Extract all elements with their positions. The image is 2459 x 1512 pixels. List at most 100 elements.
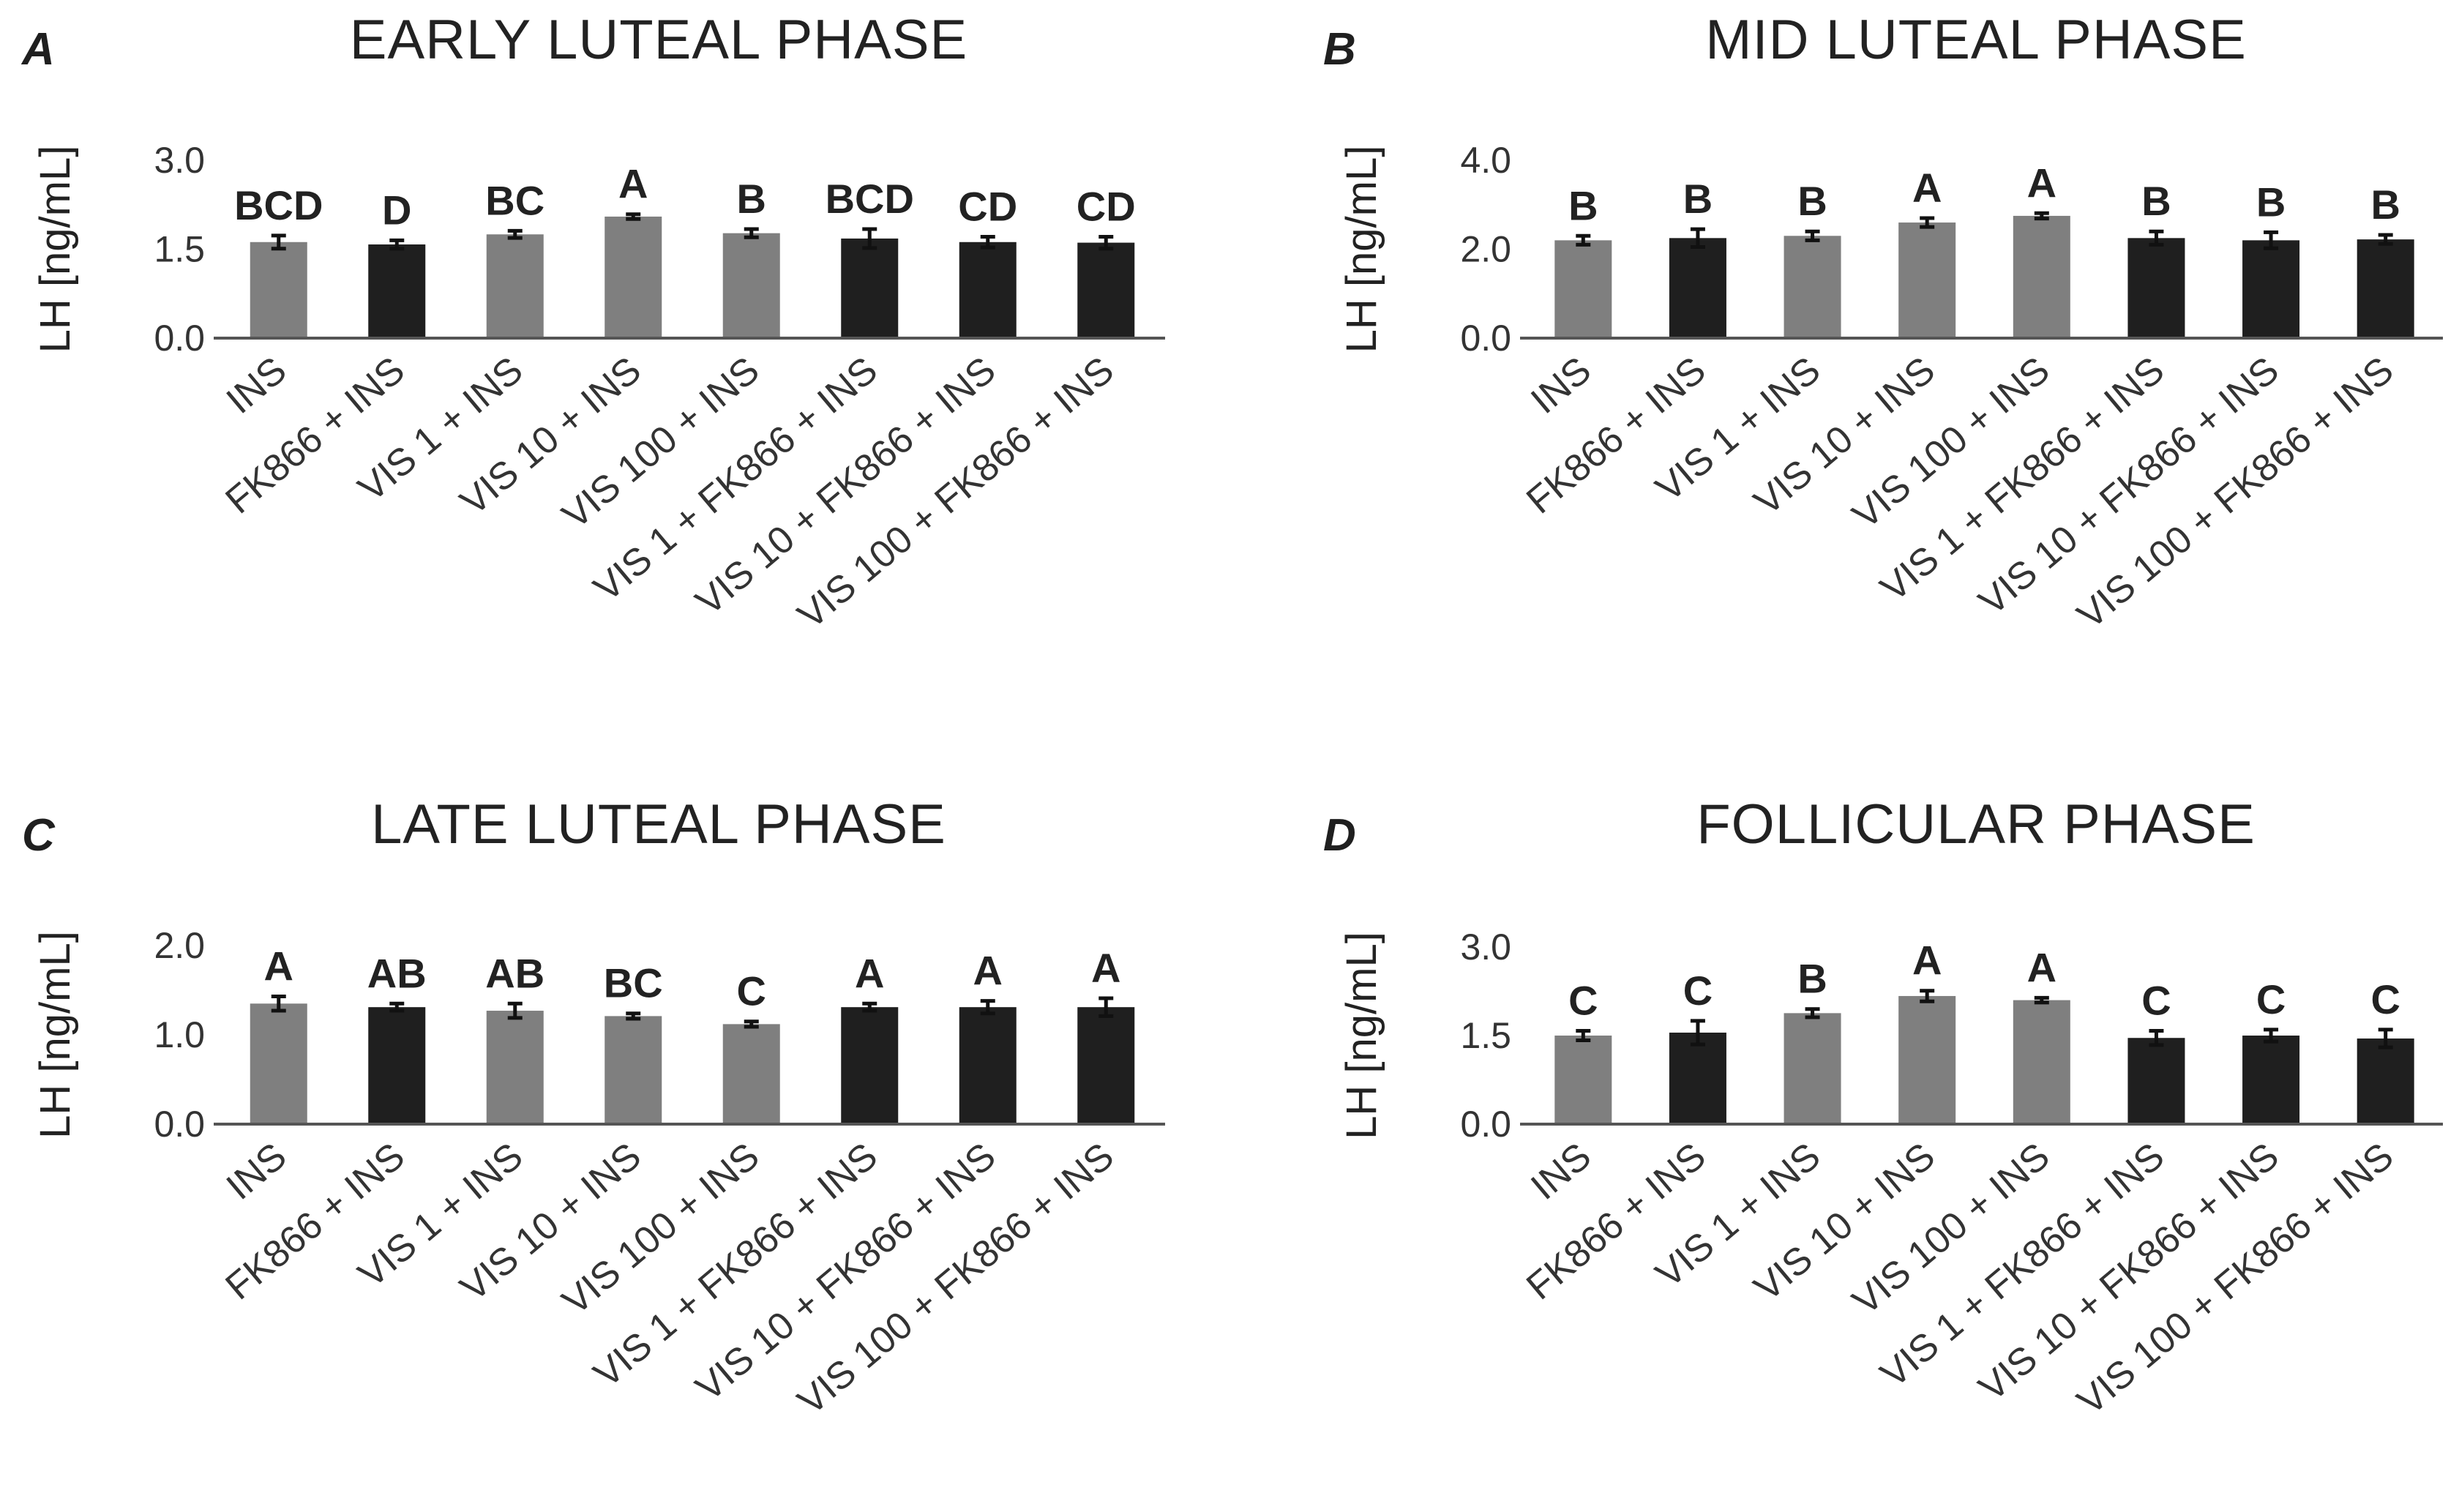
y-tick-label: 1.5 bbox=[154, 229, 205, 270]
bar bbox=[368, 244, 426, 338]
significance-label: A bbox=[1091, 945, 1120, 991]
panel-letter: D bbox=[1323, 810, 1356, 861]
y-axis-label: LH [ng/mL] bbox=[1338, 146, 1385, 353]
significance-label: CD bbox=[1077, 183, 1136, 229]
bar bbox=[841, 238, 899, 338]
chart-panel-d: D FOLLICULAR PHASE LH [ng/mL] 0.0 1.5 3.0 C INS… bbox=[1323, 793, 2443, 1423]
y-tick-label: 1.0 bbox=[154, 1014, 205, 1055]
bar bbox=[250, 242, 307, 338]
y-tick-label: 1.5 bbox=[1460, 1015, 1511, 1056]
significance-label: BCD bbox=[826, 176, 914, 222]
y-tick-label: 0.0 bbox=[1460, 318, 1511, 359]
significance-label: A bbox=[264, 943, 293, 989]
y-axis-label: LH [ng/mL] bbox=[31, 146, 79, 353]
bar bbox=[250, 1003, 307, 1124]
x-tick-label: INS bbox=[1523, 1135, 1599, 1208]
chart-panel-b: B MID LUTEAL PHASE LH [ng/mL] 0.0 2.0 4.0 B INS… bbox=[1323, 9, 2443, 637]
x-tick-label: INS bbox=[219, 349, 295, 422]
significance-label: B bbox=[1797, 178, 1827, 224]
bar bbox=[1669, 238, 1726, 338]
significance-label: A bbox=[855, 950, 884, 996]
y-tick-label: 4.0 bbox=[1460, 140, 1511, 181]
x-tick-label: VIS 100 + INS bbox=[555, 1135, 768, 1323]
y-axis-label: LH [ng/mL] bbox=[31, 931, 79, 1139]
bar bbox=[486, 1011, 544, 1124]
y-tick-label: 2.0 bbox=[1460, 229, 1511, 270]
chart-panel-c: C LATE LUTEAL PHASE LH [ng/mL] 0.0 1.0 2.0 A IN… bbox=[22, 793, 1165, 1423]
significance-label: C bbox=[2256, 976, 2286, 1022]
bar bbox=[1784, 236, 1841, 338]
panel-letter: C bbox=[22, 810, 56, 861]
significance-label: B bbox=[1568, 182, 1598, 228]
significance-label: B bbox=[737, 176, 766, 222]
significance-label: AB bbox=[367, 950, 427, 996]
bar bbox=[2242, 240, 2300, 338]
bar bbox=[1669, 1032, 1726, 1124]
bar bbox=[605, 1016, 662, 1124]
significance-label: C bbox=[2141, 978, 2171, 1024]
significance-label: A bbox=[618, 161, 648, 207]
bar bbox=[1554, 1036, 1612, 1124]
bar bbox=[1077, 1007, 1135, 1124]
significance-label: CD bbox=[958, 183, 1017, 229]
bar bbox=[1077, 242, 1135, 338]
significance-label: BC bbox=[604, 960, 663, 1006]
bar bbox=[2127, 1038, 2185, 1124]
chart-title: EARLY LUTEAL PHASE bbox=[350, 9, 968, 71]
significance-label: C bbox=[1568, 978, 1598, 1024]
bar bbox=[1898, 995, 1956, 1124]
significance-label: B bbox=[2370, 181, 2400, 228]
bar bbox=[722, 1024, 780, 1124]
panel-letter: A bbox=[20, 24, 55, 75]
significance-label: BC bbox=[485, 177, 544, 223]
significance-label: C bbox=[737, 968, 766, 1014]
significance-label: A bbox=[973, 948, 1003, 994]
significance-label: A bbox=[2027, 944, 2056, 990]
y-tick-label: 2.0 bbox=[154, 925, 205, 966]
significance-label: C bbox=[2370, 976, 2400, 1022]
chart-title: LATE LUTEAL PHASE bbox=[371, 793, 946, 856]
bar bbox=[2127, 238, 2185, 338]
y-tick-label: 3.0 bbox=[154, 140, 205, 181]
y-axis-label: LH [ng/mL] bbox=[1338, 932, 1385, 1139]
x-tick-label: VIS 100 + INS bbox=[1845, 1135, 2058, 1323]
panel-letter: B bbox=[1323, 24, 1356, 75]
chart-title: MID LUTEAL PHASE bbox=[1705, 9, 2247, 71]
significance-label: C bbox=[1683, 968, 1713, 1014]
significance-label: BCD bbox=[234, 182, 323, 228]
bar bbox=[2013, 215, 2070, 338]
bar bbox=[368, 1007, 426, 1124]
bar bbox=[1898, 222, 1956, 338]
x-tick-label: VIS 100 + INS bbox=[555, 349, 768, 537]
bar bbox=[2013, 1000, 2070, 1124]
y-tick-label: 0.0 bbox=[154, 318, 205, 359]
significance-label: B bbox=[2141, 178, 2171, 224]
bar bbox=[722, 233, 780, 338]
x-tick-label: INS bbox=[1523, 349, 1599, 422]
bar bbox=[2357, 239, 2414, 338]
significance-label: D bbox=[382, 187, 411, 233]
bar bbox=[486, 234, 544, 338]
y-tick-label: 3.0 bbox=[1460, 927, 1511, 968]
y-tick-label: 0.0 bbox=[154, 1104, 205, 1145]
significance-label: B bbox=[1797, 956, 1827, 1002]
significance-label: B bbox=[1683, 176, 1713, 222]
bar bbox=[959, 242, 1017, 338]
x-tick-label: INS bbox=[219, 1135, 295, 1208]
bar bbox=[841, 1007, 899, 1124]
bar bbox=[1784, 1013, 1841, 1124]
significance-label: A bbox=[1912, 937, 1942, 984]
chart-title: FOLLICULAR PHASE bbox=[1696, 793, 2256, 856]
significance-label: A bbox=[1912, 165, 1942, 211]
significance-label: A bbox=[2027, 160, 2056, 206]
y-tick-label: 0.0 bbox=[1460, 1104, 1511, 1145]
bar bbox=[959, 1007, 1017, 1124]
bar bbox=[2242, 1036, 2300, 1124]
significance-label: AB bbox=[485, 950, 544, 996]
x-tick-label: VIS 100 + INS bbox=[1845, 349, 2058, 537]
bar bbox=[1554, 240, 1612, 338]
bar bbox=[605, 216, 662, 338]
significance-label: B bbox=[2256, 179, 2286, 225]
